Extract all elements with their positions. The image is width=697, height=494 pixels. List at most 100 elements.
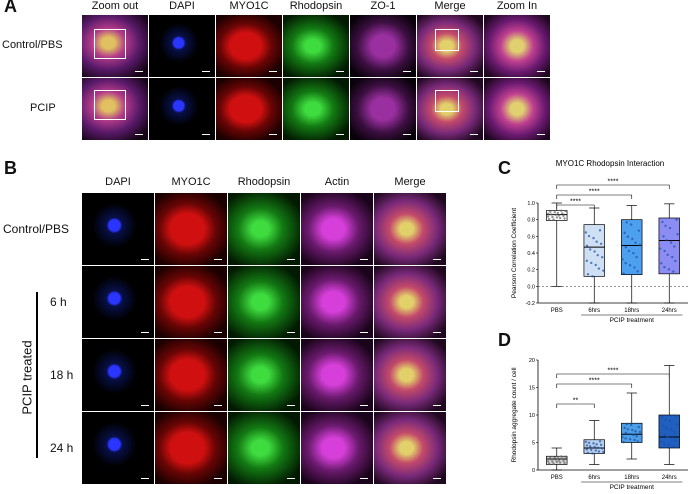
chart-c-point	[586, 273, 590, 276]
panel-b-image-dapi	[82, 266, 154, 338]
chart-d-point	[663, 442, 666, 446]
chart-c-point	[632, 252, 635, 255]
scale-bar	[360, 404, 368, 406]
chart-c-point	[622, 272, 625, 275]
chart-c-point	[554, 213, 558, 216]
chart-c-point	[633, 266, 636, 269]
scale-bar	[287, 331, 295, 333]
chart-d-x-tick-label: PBS	[551, 475, 563, 481]
chart-c-point	[590, 261, 593, 265]
chart-c-x-tick-label: 18hrs	[624, 308, 639, 314]
chart-c-point	[562, 214, 565, 218]
panel-a-image-zoom-in	[484, 78, 550, 140]
chart-d-point	[631, 428, 634, 432]
chart-c-point	[672, 270, 675, 273]
chart-c-point	[673, 245, 676, 248]
chart-d-point	[628, 438, 632, 441]
chart-d-point	[585, 448, 589, 451]
chart-c-point	[585, 259, 589, 263]
chart-c-point	[602, 269, 605, 272]
panel-b-image-myo1c	[155, 193, 227, 265]
panel-a-image-dapi	[149, 15, 215, 77]
panel-a-image-merge	[417, 15, 483, 77]
chart-d-point	[624, 431, 628, 435]
chart-c-point	[550, 213, 553, 216]
chart-c-x-label: PCIP treatment	[610, 317, 655, 324]
pcip-bracket-line	[36, 292, 38, 458]
chart-c-point	[599, 242, 603, 245]
panel-b-row-label: Control/PBS	[3, 222, 70, 236]
chart-d-point	[547, 457, 550, 461]
chart-d-point	[552, 462, 555, 465]
scale-bar	[214, 258, 222, 260]
chart-c-x-tick-label: PBS	[551, 308, 563, 314]
scale-bar	[135, 70, 143, 72]
panel-a-image-myo1c	[216, 78, 282, 140]
chart-c-y-tick-label: 0.4	[527, 251, 535, 257]
chart-c-point	[556, 211, 560, 215]
scale-bar	[269, 70, 277, 72]
chart-d-box-18hrs	[621, 422, 643, 443]
chart-d-point	[668, 419, 672, 423]
panel-b-image-actin	[301, 266, 373, 338]
chart-d-point	[627, 433, 631, 436]
scale-bar	[202, 133, 210, 135]
chart-d-point	[669, 428, 673, 431]
chart-c-point	[621, 258, 624, 261]
chart-c-point	[665, 239, 668, 242]
chart-c-point	[661, 220, 664, 224]
chart-d-point	[553, 456, 556, 459]
panel-b-image-merge	[374, 266, 446, 338]
chart-d-point	[621, 435, 624, 439]
scale-bar	[214, 331, 222, 333]
chart-d-point	[660, 440, 663, 443]
scale-bar	[470, 133, 478, 135]
panel-b-image-actin	[301, 193, 373, 265]
chart-d-point	[623, 426, 626, 430]
chart-d-y-tick-label: 15	[529, 386, 535, 392]
panel-b-image-myo1c	[155, 339, 227, 411]
chart-d-point	[585, 444, 589, 447]
chart-d-point	[675, 414, 678, 418]
scale-bar	[214, 477, 222, 479]
chart-c-point	[551, 215, 554, 219]
scale-bar	[537, 70, 545, 72]
chart-d-sig-label: ****	[589, 378, 600, 385]
chart-d-point	[638, 430, 642, 434]
chart-c-point	[584, 231, 588, 234]
chart-d-point	[598, 440, 602, 443]
chart-c-point	[587, 234, 591, 238]
chart-c-point	[631, 237, 634, 241]
chart-d-point	[658, 431, 662, 435]
chart-c-point	[596, 253, 599, 257]
chart-d-point	[624, 437, 627, 440]
scale-bar	[336, 133, 344, 135]
chart-c-point	[591, 275, 594, 278]
panel-b-image-rhodopsin	[228, 193, 300, 265]
chart-c-point	[664, 224, 667, 228]
panel-a-image-zo-1	[350, 78, 416, 140]
panel-a-row-label: PCIP	[30, 102, 56, 114]
chart-d-y-tick-label: 10	[529, 413, 535, 419]
panel-b-col-header: Merge	[394, 176, 426, 188]
panel-b-letter: B	[4, 158, 17, 178]
scale-bar	[287, 477, 295, 479]
chart-d-point	[676, 423, 679, 426]
chart-c-point	[637, 229, 641, 232]
chart-c-point	[546, 215, 550, 218]
chart-c-point	[628, 264, 632, 267]
panel-a-image-rhodopsin	[283, 15, 349, 77]
chart-d-x-tick-label: 18hrs	[624, 475, 639, 481]
panel-b-col-header: Actin	[324, 176, 350, 188]
scale-bar	[202, 70, 210, 72]
chart-d-point	[635, 435, 638, 438]
chart-d-point	[549, 456, 552, 459]
chart-d-point	[592, 442, 595, 445]
chart-c-sig-bracket	[556, 194, 633, 199]
chart-d-sig-bracket	[556, 373, 670, 378]
panel-b-image-dapi	[82, 193, 154, 265]
chart-c-x-tick-label: 6hrs	[588, 308, 600, 314]
chart-c-point	[593, 250, 596, 253]
chart-d-point	[626, 428, 630, 431]
panel-b-image-merge	[374, 193, 446, 265]
